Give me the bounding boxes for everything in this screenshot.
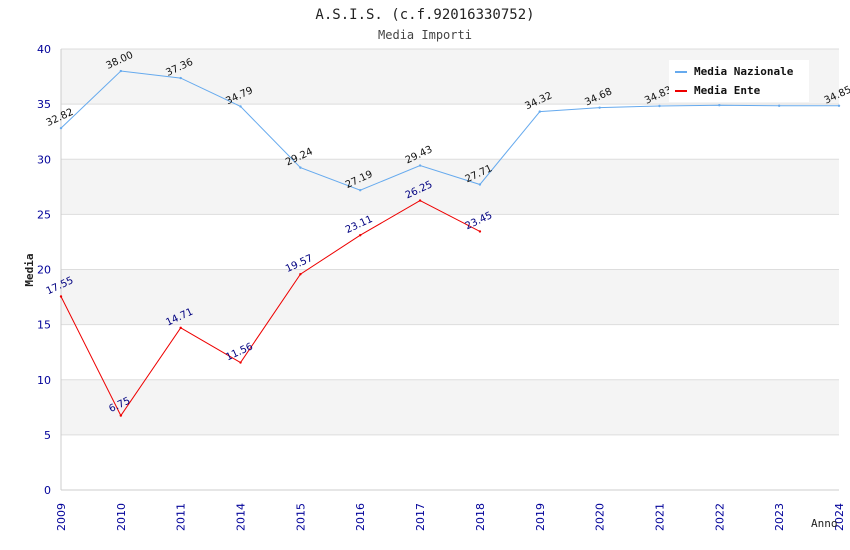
y-tick-label: 5 [44, 429, 51, 442]
grid-lines [60, 48, 839, 491]
chart-subtitle: Media Importi [378, 28, 472, 42]
legend: Media Nazionale Media Ente [669, 60, 809, 102]
grid-band [61, 269, 839, 325]
x-tick-label: 2019 [534, 503, 547, 531]
data-point-media-ente [299, 273, 302, 276]
legend-box [669, 60, 809, 102]
y-tick-label: 0 [44, 484, 51, 497]
y-tick-label: 30 [37, 153, 51, 166]
data-point-media-nazionale [418, 164, 422, 167]
x-axis-ticks: 2009 2010 2011 2014 2015 2016 2017 2018 2019 2020… [55, 503, 846, 531]
data-point-media-nazionale [478, 183, 482, 186]
x-tick-label: 2021 [653, 503, 666, 531]
x-tick-label: 2010 [115, 503, 128, 531]
data-point-media-ente [418, 199, 422, 202]
grid-band [61, 379, 839, 435]
data-point-media-nazionale [718, 104, 721, 107]
x-tick-label: 2009 [55, 503, 68, 531]
y-tick-label: 40 [37, 43, 51, 56]
y-tick-label: 20 [37, 264, 51, 277]
y-tick-label: 15 [37, 319, 51, 332]
x-tick-label: 2023 [773, 503, 786, 531]
x-tick-label: 2018 [474, 503, 487, 531]
grid-band [61, 434, 839, 490]
data-point-media-nazionale [119, 69, 123, 73]
x-tick-label: 2011 [175, 503, 188, 531]
x-tick-label: 2022 [713, 503, 726, 531]
data-point-media-ente [59, 295, 63, 298]
data-point-media-nazionale [598, 106, 601, 109]
data-point-media-nazionale [59, 126, 63, 130]
x-axis-label: Anno [811, 517, 838, 530]
series-layer [59, 69, 841, 417]
grid-band [61, 159, 839, 215]
x-tick-label: 2020 [594, 503, 607, 531]
data-point-media-nazionale [658, 104, 661, 108]
data-point-media-nazionale [239, 105, 242, 108]
grid-bands [61, 49, 839, 490]
series-line-media-nazionale [60, 70, 839, 191]
data-point-media-ente [239, 361, 242, 364]
legend-label-media-ente: Media Ente [694, 84, 761, 97]
chart-title: A.S.I.S. (c.f.92016330752) [315, 7, 534, 23]
y-axis-label: Media [23, 253, 36, 286]
y-tick-label: 25 [37, 208, 51, 221]
x-tick-label: 2016 [354, 503, 367, 531]
data-point-media-ente [119, 414, 123, 417]
data-point-media-nazionale [837, 104, 841, 107]
y-tick-label: 35 [37, 98, 51, 111]
series-line-media-ente [60, 200, 481, 417]
grid-band [61, 214, 839, 270]
data-point-media-nazionale [299, 166, 302, 169]
x-tick-label: 2024 [833, 503, 846, 531]
data-point-media-nazionale [777, 104, 781, 107]
x-tick-label: 2015 [294, 503, 307, 531]
y-tick-label: 10 [37, 374, 51, 387]
y-axis-ticks: 0 5 10 15 20 25 30 35 40 [37, 43, 51, 497]
legend-label-media-nazionale: Media Nazionale [694, 65, 794, 78]
data-point-media-nazionale [538, 110, 541, 113]
x-tick-label: 2014 [235, 503, 248, 531]
data-point-media-nazionale [359, 189, 362, 192]
x-tick-label: 2017 [414, 503, 427, 531]
data-point-media-ente [359, 234, 362, 237]
grid-band [61, 104, 839, 160]
data-point-media-ente [179, 326, 182, 330]
data-point-media-nazionale [179, 76, 182, 80]
data-point-media-ente [478, 230, 482, 233]
